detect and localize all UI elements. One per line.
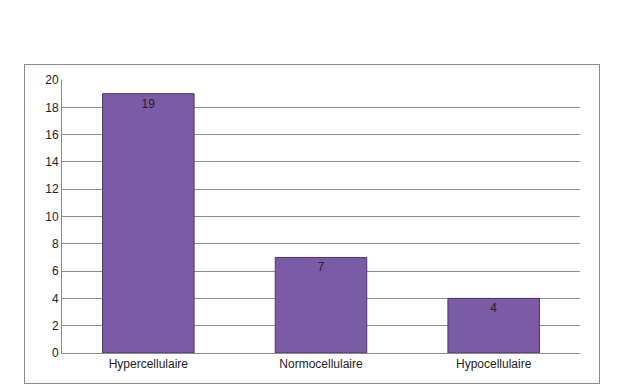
svg-text:10: 10 [45,210,59,224]
svg-text:6: 6 [52,264,59,278]
svg-text:12: 12 [45,182,59,196]
svg-text:18: 18 [45,101,59,115]
svg-text:4: 4 [490,301,497,315]
svg-text:4: 4 [52,292,59,306]
svg-text:14: 14 [45,155,59,169]
svg-text:Hypocellulaire: Hypocellulaire [456,357,532,371]
svg-text:16: 16 [45,128,59,142]
svg-text:Normocellulaire: Normocellulaire [279,357,363,371]
svg-text:20: 20 [45,73,59,87]
svg-text:Hypercellulaire: Hypercellulaire [109,357,189,371]
svg-text:7: 7 [318,260,325,274]
svg-text:19: 19 [141,97,155,111]
svg-text:2: 2 [52,319,59,333]
svg-text:0: 0 [52,346,59,360]
svg-text:8: 8 [52,237,59,251]
